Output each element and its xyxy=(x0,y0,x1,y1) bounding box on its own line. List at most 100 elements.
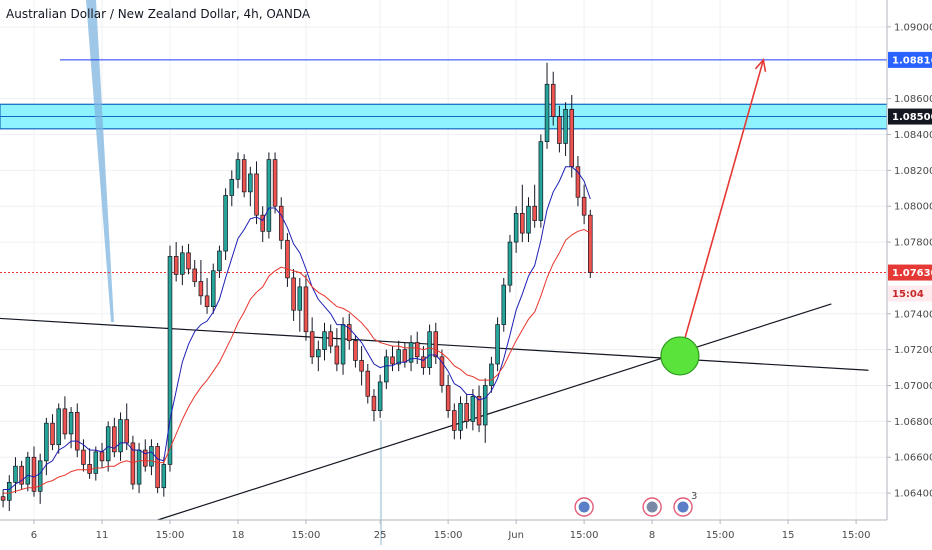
candle[interactable] xyxy=(19,465,24,485)
candle[interactable] xyxy=(260,214,265,232)
candle[interactable] xyxy=(7,481,12,501)
candle[interactable] xyxy=(223,195,228,252)
candle[interactable] xyxy=(550,83,556,117)
candle[interactable] xyxy=(204,295,210,307)
candle[interactable] xyxy=(235,159,241,180)
candle[interactable] xyxy=(241,159,247,193)
candle[interactable] xyxy=(124,419,129,444)
candle[interactable] xyxy=(384,356,389,383)
candle[interactable] xyxy=(439,356,445,386)
candle[interactable] xyxy=(50,422,55,446)
candle[interactable] xyxy=(297,286,303,311)
candle[interactable] xyxy=(198,281,204,297)
candle[interactable] xyxy=(588,214,593,273)
candle[interactable] xyxy=(99,451,105,462)
candle[interactable] xyxy=(390,356,395,365)
candle[interactable] xyxy=(427,331,432,368)
candle[interactable] xyxy=(136,449,142,485)
candle[interactable] xyxy=(266,159,272,232)
candle[interactable] xyxy=(495,324,500,365)
candle[interactable] xyxy=(328,331,333,347)
candle[interactable] xyxy=(0,496,6,501)
candle[interactable] xyxy=(272,159,278,207)
candle[interactable] xyxy=(359,360,364,372)
candle[interactable] xyxy=(254,173,259,216)
candle[interactable] xyxy=(414,342,420,358)
candle[interactable] xyxy=(334,345,340,365)
candle[interactable] xyxy=(563,109,568,144)
candle[interactable] xyxy=(155,446,160,489)
candle[interactable] xyxy=(210,270,216,307)
candle[interactable] xyxy=(192,268,197,282)
last-price-tag[interactable]: 1.07630 xyxy=(892,268,932,279)
candle[interactable] xyxy=(44,422,49,462)
candle[interactable] xyxy=(452,410,457,431)
candle[interactable] xyxy=(421,356,426,368)
candle[interactable] xyxy=(322,331,327,351)
projection-arrow[interactable] xyxy=(679,59,765,357)
candle[interactable] xyxy=(569,109,575,168)
candle[interactable] xyxy=(402,349,408,363)
candle[interactable] xyxy=(161,464,167,489)
candle[interactable] xyxy=(544,83,550,143)
confluence-circle[interactable] xyxy=(660,336,700,376)
candle[interactable] xyxy=(68,412,74,435)
candle[interactable] xyxy=(365,370,371,397)
trendline-ascending[interactable] xyxy=(157,303,832,521)
candle[interactable] xyxy=(112,426,117,453)
candle[interactable] xyxy=(130,442,136,485)
candle[interactable] xyxy=(346,324,352,342)
candle[interactable] xyxy=(526,205,531,234)
drawing-brush-stroke[interactable] xyxy=(86,0,114,322)
candle[interactable] xyxy=(476,395,482,426)
candle[interactable] xyxy=(186,252,191,270)
candle[interactable] xyxy=(581,196,587,216)
candle[interactable] xyxy=(353,340,358,361)
candle[interactable] xyxy=(278,205,284,241)
candle[interactable] xyxy=(340,324,346,365)
candle[interactable] xyxy=(303,286,309,333)
trendline-descending[interactable] xyxy=(0,317,869,371)
candle[interactable] xyxy=(458,403,463,431)
candle[interactable] xyxy=(482,385,488,426)
candle[interactable] xyxy=(25,456,31,485)
candle[interactable] xyxy=(56,408,61,446)
candle[interactable] xyxy=(408,342,414,363)
candle[interactable] xyxy=(538,141,544,221)
candle[interactable] xyxy=(557,116,562,144)
candle[interactable] xyxy=(285,239,290,279)
candle[interactable] xyxy=(217,250,222,272)
candle[interactable] xyxy=(248,173,253,193)
candle[interactable] xyxy=(149,446,154,467)
candle[interactable] xyxy=(520,213,525,234)
candle[interactable] xyxy=(501,284,507,325)
candle[interactable] xyxy=(575,166,581,198)
candle[interactable] xyxy=(316,349,321,358)
candle[interactable] xyxy=(309,331,315,358)
candle[interactable] xyxy=(470,395,476,422)
candle[interactable] xyxy=(513,213,519,243)
candle[interactable] xyxy=(37,460,43,492)
candle[interactable] xyxy=(507,241,513,286)
candle[interactable] xyxy=(464,403,469,422)
candle[interactable] xyxy=(74,412,80,451)
candle[interactable] xyxy=(173,256,179,275)
target-price-tag[interactable]: 1.08816 xyxy=(892,55,932,66)
candle[interactable] xyxy=(13,465,18,483)
candle[interactable] xyxy=(396,349,401,365)
candle[interactable] xyxy=(229,178,235,196)
bar-countdown-tag[interactable]: 15:04 xyxy=(892,289,924,300)
candle[interactable] xyxy=(142,449,148,467)
zone-price-tag[interactable]: 1.08500 xyxy=(892,112,932,123)
candle[interactable] xyxy=(445,385,451,411)
candle[interactable] xyxy=(62,408,68,435)
candle[interactable] xyxy=(180,252,185,275)
candle[interactable] xyxy=(105,426,111,462)
candle[interactable] xyxy=(377,381,383,411)
candle[interactable] xyxy=(489,363,494,386)
candle[interactable] xyxy=(433,331,439,358)
candle[interactable] xyxy=(81,449,86,465)
candle[interactable] xyxy=(31,456,37,492)
candle[interactable] xyxy=(291,277,296,311)
